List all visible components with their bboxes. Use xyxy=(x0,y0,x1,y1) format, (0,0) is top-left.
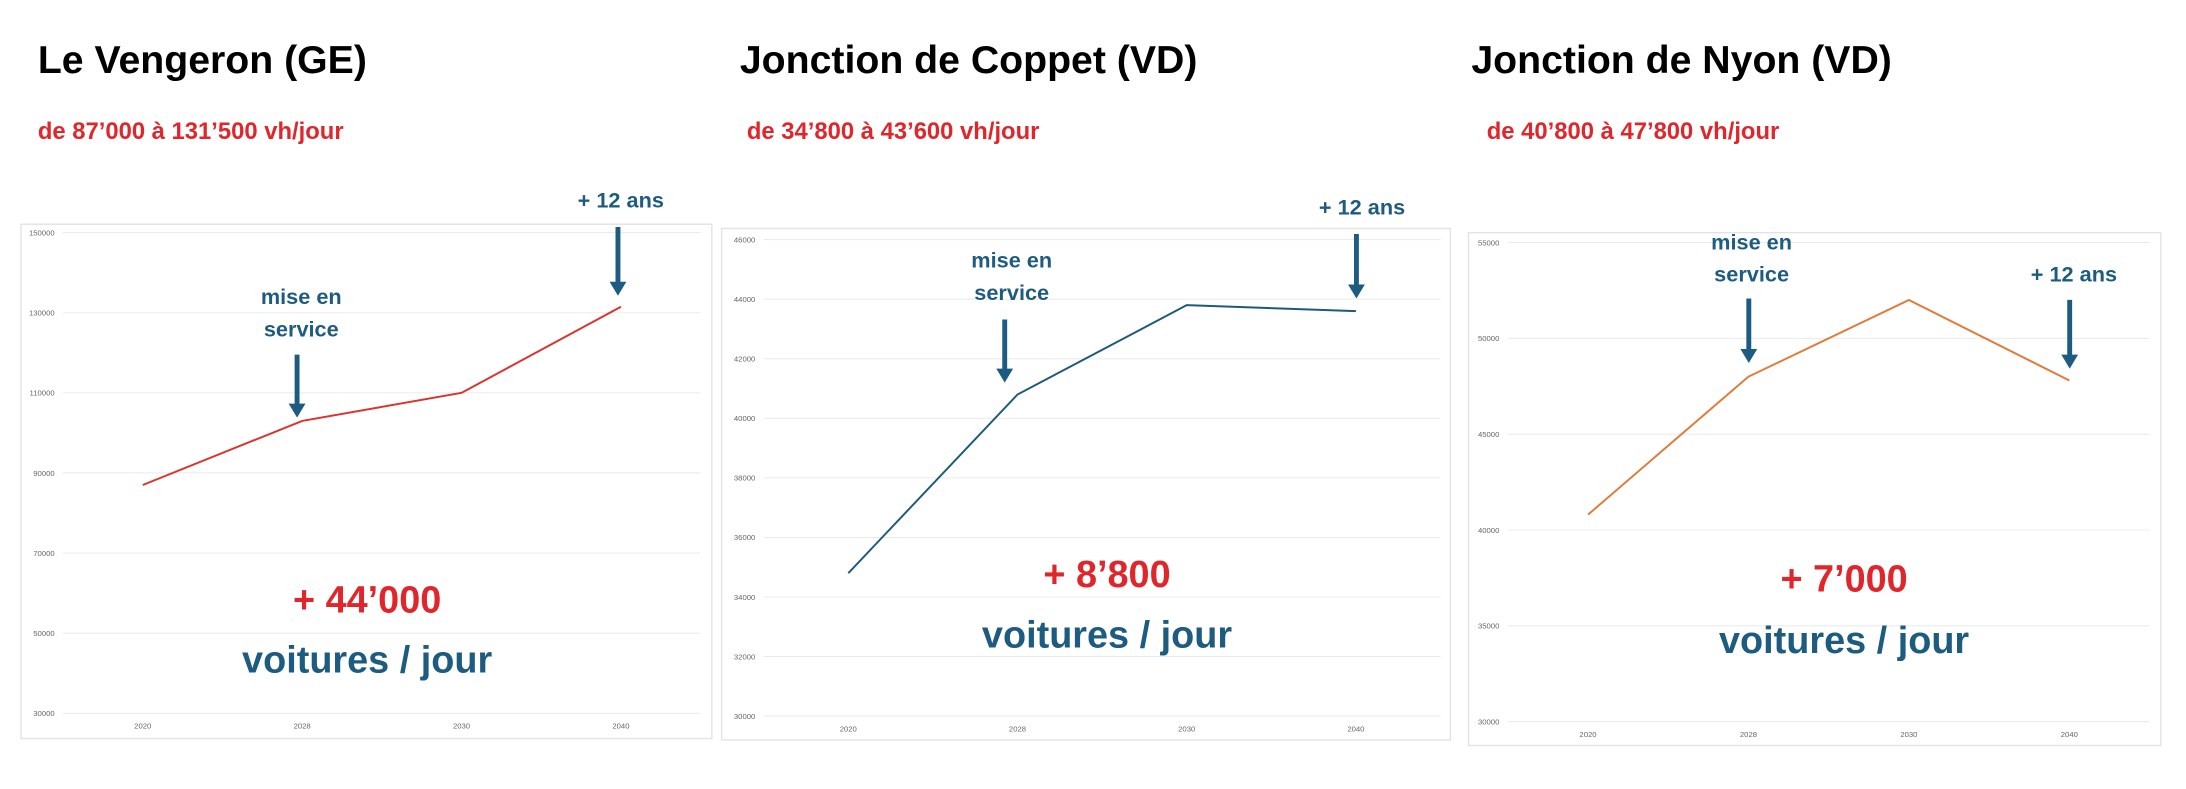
y-tick-label: 45000 xyxy=(1478,430,1499,439)
x-tick-label: 2040 xyxy=(612,722,629,731)
y-tick-label: 32000 xyxy=(734,652,755,661)
y-tick-label: 44000 xyxy=(734,295,755,304)
y-tick-label: 38000 xyxy=(734,474,755,483)
y-tick-label: 110000 xyxy=(30,389,55,398)
data-line xyxy=(142,305,622,486)
x-tick-label: 2028 xyxy=(1009,725,1026,734)
arrow-head xyxy=(288,403,306,418)
annotation-line: service xyxy=(1714,262,1789,287)
highlight: + 8’800 xyxy=(1043,554,1170,596)
annotation: + 12 ans xyxy=(578,187,664,212)
highlight-caption: voitures / jour xyxy=(982,614,1232,656)
annotation: + 12 ans xyxy=(2031,262,2117,287)
x-tick-label: 2028 xyxy=(1740,730,1757,739)
chart-subtitle: de 40’800 à 47’800 vh/jour xyxy=(1487,118,1780,145)
x-tick-label: 2030 xyxy=(453,722,470,731)
chart-title: Jonction de Coppet (VD) xyxy=(740,38,1198,82)
y-tick-label: 36000 xyxy=(734,533,755,542)
arrow-head xyxy=(996,368,1014,383)
annotation-line: + 12 ans xyxy=(578,187,664,212)
annotation-line: mise en xyxy=(1711,229,1792,254)
annotation-line: + 12 ans xyxy=(1319,194,1405,219)
y-tick-label: 150000 xyxy=(29,228,55,237)
y-tick-label: 40000 xyxy=(1478,526,1499,535)
y-tick-label: 46000 xyxy=(734,235,755,244)
y-tick-label: 130000 xyxy=(29,309,55,318)
highlight-caption: voitures / jour xyxy=(242,640,492,682)
y-tick-label: 40000 xyxy=(734,414,755,423)
x-tick-label: 2030 xyxy=(1900,730,1917,739)
x-tick-label: 2020 xyxy=(1579,730,1596,739)
arrow-head xyxy=(1348,284,1365,299)
x-tick-label: 2040 xyxy=(2061,730,2078,739)
chart-subtitle: de 87’000 à 131’500 vh/jour xyxy=(38,118,344,145)
annotation-line: service xyxy=(974,280,1049,305)
annotation: mise en service xyxy=(261,284,342,341)
y-tick-label: 30000 xyxy=(33,709,54,718)
x-tick-label: 2040 xyxy=(1347,725,1364,734)
y-tick-label: 90000 xyxy=(33,469,54,478)
data-line xyxy=(1587,298,2070,516)
annotation: mise en service xyxy=(971,248,1052,305)
annotation: + 12 ans xyxy=(1319,194,1405,219)
y-tick-label: 70000 xyxy=(33,549,54,558)
highlight: + 7’000 xyxy=(1780,558,1907,600)
data-line xyxy=(847,304,1356,574)
x-tick-label: 2028 xyxy=(294,722,311,731)
y-tick-label: 42000 xyxy=(734,355,755,364)
annotation-line: + 12 ans xyxy=(2031,262,2117,287)
y-tick-label: 30000 xyxy=(1478,718,1499,727)
annotation-line: mise en xyxy=(971,248,1052,273)
chart-title: Le Vengeron (GE) xyxy=(38,38,367,82)
annotation: mise en service xyxy=(1711,229,1792,286)
chart-title: Jonction de Nyon (VD) xyxy=(1471,38,1892,82)
x-tick-label: 2020 xyxy=(840,725,857,734)
y-tick-label: 50000 xyxy=(33,629,54,638)
highlight: + 44’000 xyxy=(293,579,441,621)
y-tick-label: 55000 xyxy=(1478,238,1499,247)
arrow-head xyxy=(609,281,627,296)
y-tick-label: 35000 xyxy=(1478,622,1499,631)
chart-subtitle: de 34’800 à 43’600 vh/jour xyxy=(747,118,1040,145)
y-tick-label: 50000 xyxy=(1478,334,1499,343)
annotation-line: service xyxy=(264,316,339,341)
highlight-caption: voitures / jour xyxy=(1719,620,1969,662)
arrow-head xyxy=(2061,354,2079,369)
x-tick-label: 2030 xyxy=(1178,725,1195,734)
arrow-head xyxy=(1740,348,1758,363)
chart-panel xyxy=(1467,231,2162,747)
annotation-line: mise en xyxy=(261,284,342,309)
y-tick-label: 30000 xyxy=(734,712,755,721)
chart-panel xyxy=(20,223,713,740)
x-tick-label: 2020 xyxy=(134,722,151,731)
chart-panel xyxy=(720,227,1452,741)
y-tick-label: 34000 xyxy=(734,593,755,602)
